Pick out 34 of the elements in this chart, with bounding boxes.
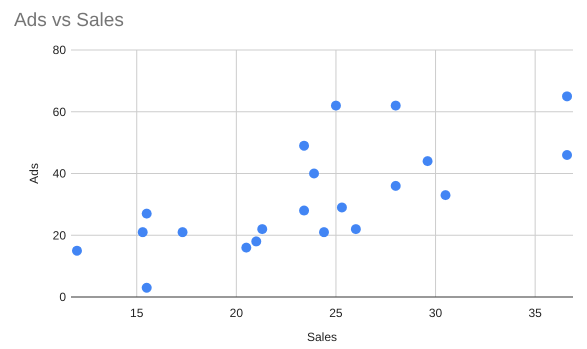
point xyxy=(318,227,329,238)
y-tick-label: 40 xyxy=(52,166,66,181)
x-tick-label: 30 xyxy=(428,306,443,320)
point xyxy=(178,227,188,238)
point xyxy=(440,190,451,200)
point xyxy=(257,224,268,234)
point xyxy=(562,150,572,160)
x-tick-label: 25 xyxy=(329,306,343,320)
y-tick-label: 0 xyxy=(59,290,66,304)
point xyxy=(309,168,320,178)
point xyxy=(142,282,152,293)
y-axis-title: Ads xyxy=(27,163,41,184)
point xyxy=(299,140,310,151)
point xyxy=(390,100,401,111)
point xyxy=(241,242,252,253)
x-axis-title: Sales xyxy=(306,330,338,344)
y-tick-label: 60 xyxy=(52,104,66,119)
point xyxy=(251,236,262,246)
x-tick-label: 35 xyxy=(528,306,542,320)
point xyxy=(142,208,152,219)
point xyxy=(390,180,401,191)
x-tick-label: 20 xyxy=(230,306,244,320)
point xyxy=(422,156,433,166)
point xyxy=(350,224,361,234)
point xyxy=(336,202,347,212)
y-tick-label: 20 xyxy=(52,228,66,242)
y-tick-label: 80 xyxy=(52,43,66,58)
x-tick-label: 15 xyxy=(130,306,144,320)
point xyxy=(562,91,572,102)
chart-title: Ads vs Sales xyxy=(14,10,124,31)
point xyxy=(299,206,310,216)
point xyxy=(330,100,341,111)
point xyxy=(138,227,148,238)
point xyxy=(72,246,82,256)
